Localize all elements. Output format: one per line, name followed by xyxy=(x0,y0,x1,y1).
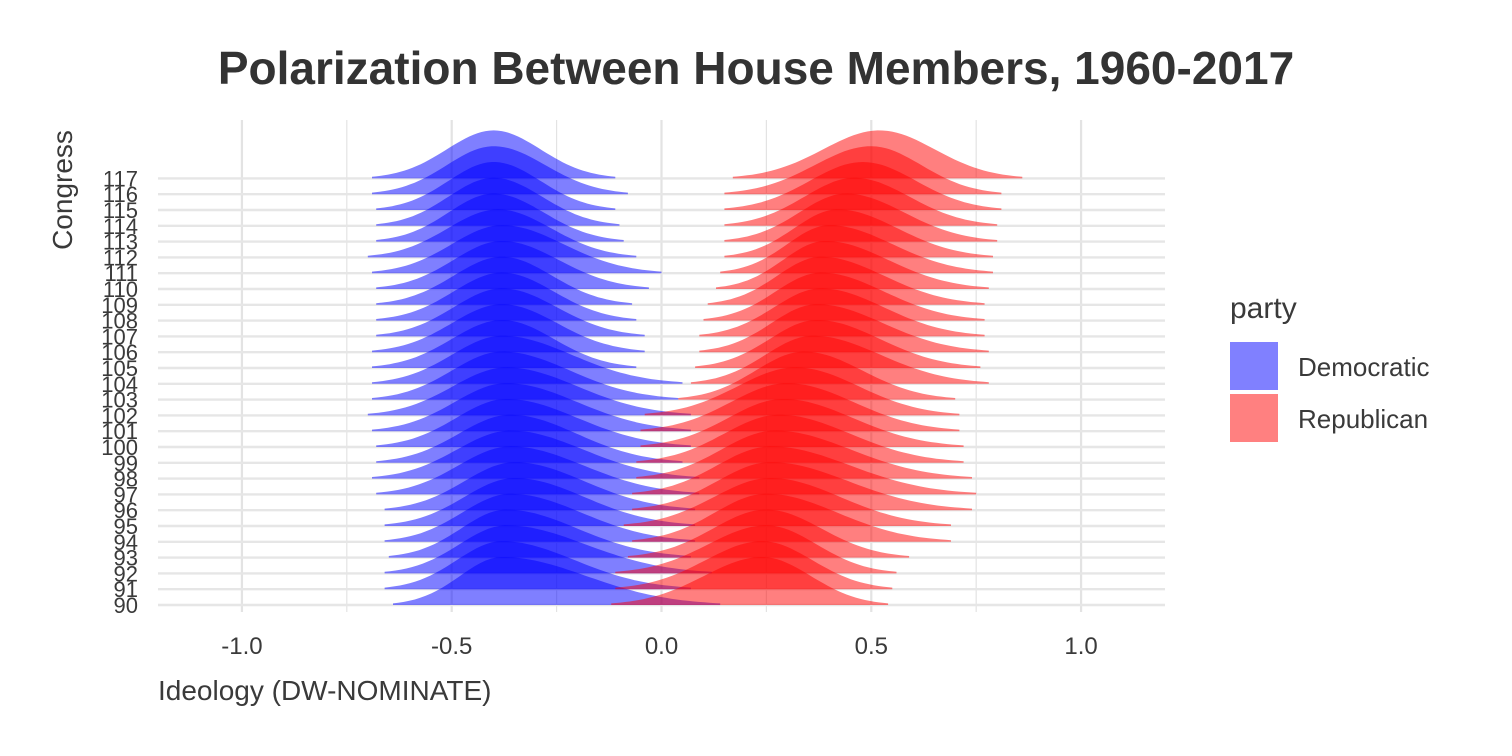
x-tick-label: -0.5 xyxy=(431,633,472,660)
y-tick-label: 90 xyxy=(114,593,138,618)
y-tick-label: 93 xyxy=(114,546,138,571)
y-tick-label: 116 xyxy=(103,182,138,207)
y-tick-label: 99 xyxy=(114,451,138,476)
republican-ridges xyxy=(611,130,1023,605)
y-tick-label: 96 xyxy=(114,498,138,523)
y-tick-label: 97 xyxy=(114,482,138,507)
y-tick-label: 104 xyxy=(101,372,138,397)
legend-label-democratic: Democratic xyxy=(1298,352,1429,382)
y-tick-label: 111 xyxy=(105,261,138,286)
legend-swatch-republican xyxy=(1230,394,1278,442)
y-axis-title: Congress xyxy=(47,130,78,250)
y-tick-label: 98 xyxy=(114,467,138,492)
y-tick-label: 101 xyxy=(101,419,138,444)
y-tick-label: 106 xyxy=(101,340,138,365)
y-tick-label: 91 xyxy=(114,577,138,602)
legend-title: party xyxy=(1230,292,1297,325)
legend-label-republican: Republican xyxy=(1298,404,1428,434)
x-tick-label: -1.0 xyxy=(221,633,262,660)
democratic-ridges xyxy=(367,130,721,605)
y-tick-label: 114 xyxy=(103,214,138,239)
y-tick-label: 108 xyxy=(101,309,138,334)
chart-title: Polarization Between House Members, 1960… xyxy=(218,42,1294,94)
y-tick-label: 105 xyxy=(101,356,138,381)
x-axis-title: Ideology (DW-NOMINATE) xyxy=(158,675,491,706)
x-tick-labels: -1.0 -0.5 0.0 0.5 1.0 xyxy=(221,633,1098,660)
y-tick-label: 115 xyxy=(103,198,138,223)
x-tick-label: 0.0 xyxy=(645,633,678,660)
legend-swatch-democratic xyxy=(1230,342,1278,390)
y-tick-label: 92 xyxy=(114,561,138,586)
y-tick-label: 102 xyxy=(101,403,138,428)
y-tick-label: 95 xyxy=(114,514,138,539)
legend: party Democratic Republican xyxy=(1230,292,1429,442)
y-tick-label: 100 xyxy=(101,435,138,460)
y-tick-labels: 9091929394959697989910010110210310410510… xyxy=(101,166,138,618)
y-tick-label: 103 xyxy=(101,388,138,413)
y-tick-label: 112 xyxy=(103,245,138,270)
x-tick-label: 1.0 xyxy=(1064,633,1097,660)
y-tick-label: 94 xyxy=(114,530,138,555)
y-tick-label: 110 xyxy=(103,277,138,302)
ridge-democratic-90 xyxy=(393,557,721,605)
y-tick-label: 109 xyxy=(101,293,138,318)
y-tick-label: 117 xyxy=(103,166,138,191)
x-tick-label: 0.5 xyxy=(855,633,888,660)
y-tick-label: 113 xyxy=(103,230,138,255)
y-tick-label: 107 xyxy=(101,324,138,349)
ridge-republican-90 xyxy=(611,557,889,605)
